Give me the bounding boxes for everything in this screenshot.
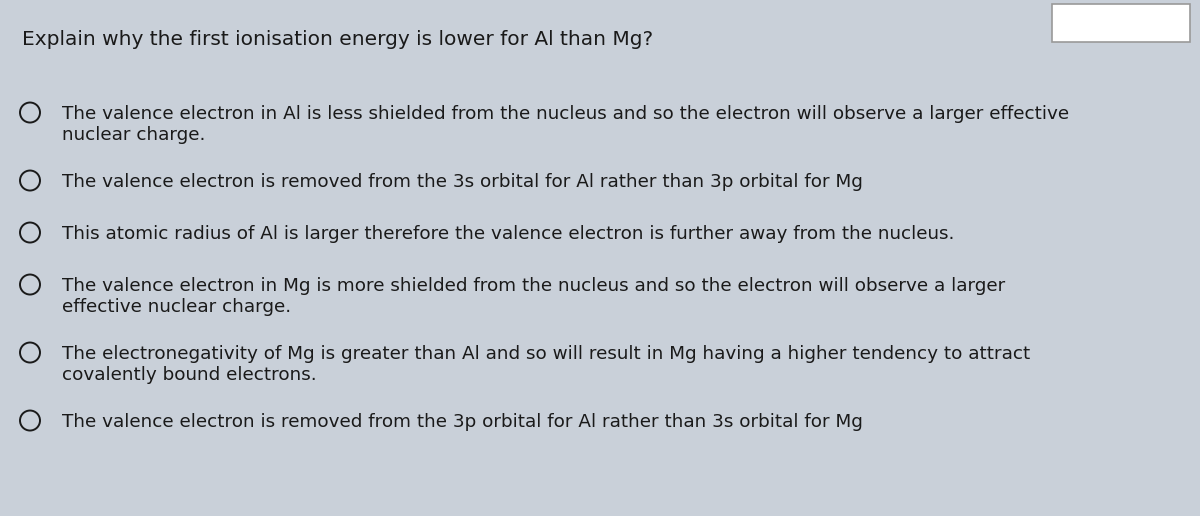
Text: The valence electron in Mg is more shielded from the nucleus and so the electron: The valence electron in Mg is more shiel… <box>62 277 1006 295</box>
Text: covalently bound electrons.: covalently bound electrons. <box>62 366 317 384</box>
Text: The valence electron is removed from the 3s orbital for Al rather than 3p orbita: The valence electron is removed from the… <box>62 173 863 191</box>
Text: The electronegativity of Mg is greater than Al and so will result in Mg having a: The electronegativity of Mg is greater t… <box>62 345 1031 363</box>
Text: nuclear charge.: nuclear charge. <box>62 126 205 144</box>
Text: effective nuclear charge.: effective nuclear charge. <box>62 298 292 316</box>
Text: This atomic radius of Al is larger therefore the valence electron is further awa: This atomic radius of Al is larger there… <box>62 225 954 243</box>
FancyBboxPatch shape <box>1052 4 1190 42</box>
Text: Explain why the first ionisation energy is lower for Al than Mg?: Explain why the first ionisation energy … <box>22 30 653 49</box>
Text: The valence electron in Al is less shielded from the nucleus and so the electron: The valence electron in Al is less shiel… <box>62 105 1069 123</box>
Text: The valence electron is removed from the 3p orbital for Al rather than 3s orbita: The valence electron is removed from the… <box>62 413 863 431</box>
